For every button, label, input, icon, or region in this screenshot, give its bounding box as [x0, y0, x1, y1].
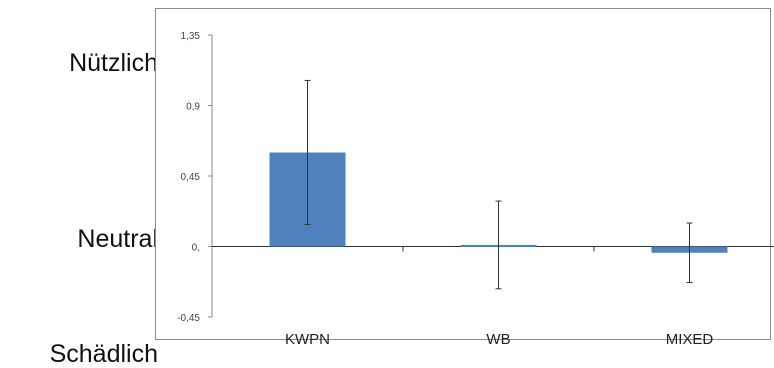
- chart-frame: [155, 8, 771, 340]
- y-tick-label: 1,35: [181, 31, 201, 42]
- category-label-kwpn: KWPN: [285, 331, 330, 348]
- y-tick-label: -0,45: [177, 313, 200, 324]
- y-tick-label: 0,9: [186, 102, 200, 113]
- side-label-harmful: Schädlich: [49, 340, 158, 368]
- category-label-mixed: MIXED: [666, 331, 714, 348]
- y-tick-label: 0,: [192, 243, 200, 254]
- side-label-useful: Nützlich: [69, 49, 158, 77]
- y-tick-label: 0,45: [181, 172, 201, 183]
- side-label-neutral: Neutral: [77, 225, 158, 253]
- category-label-wb: WB: [486, 331, 510, 348]
